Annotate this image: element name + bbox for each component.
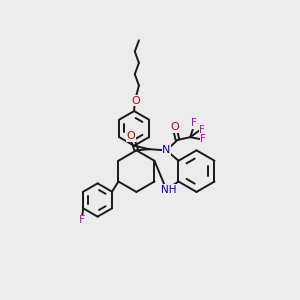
Text: O: O: [131, 96, 140, 106]
Text: F: F: [79, 215, 85, 225]
Text: NH: NH: [160, 184, 176, 195]
Text: F: F: [200, 134, 206, 144]
Text: F: F: [191, 118, 197, 128]
Text: O: O: [126, 131, 135, 142]
Text: O: O: [170, 122, 179, 132]
Text: F: F: [199, 125, 205, 135]
Text: N: N: [162, 145, 171, 155]
